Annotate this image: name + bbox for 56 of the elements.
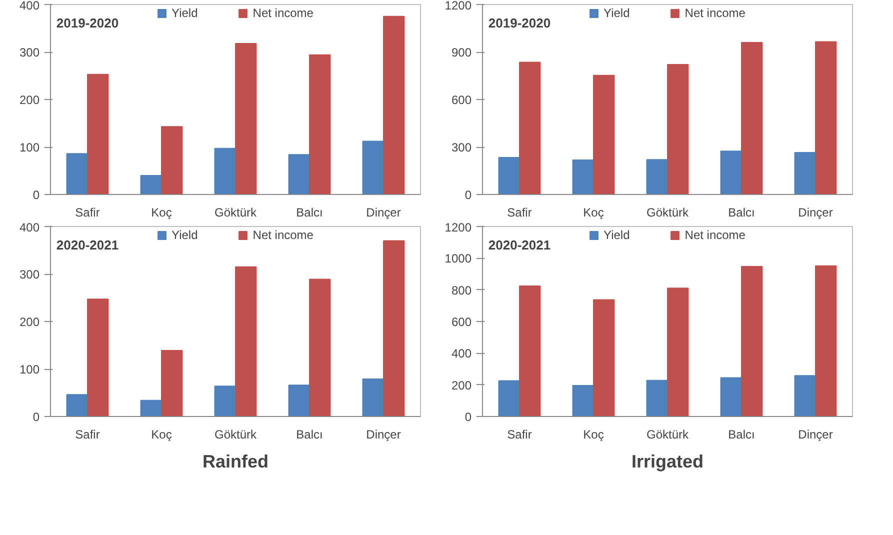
x-tick-label: Göktürk <box>214 428 258 442</box>
y-tick-label: 1200 <box>444 220 472 234</box>
x-tick-label: Dinçer <box>366 206 401 220</box>
legend-label: Yield <box>172 6 198 20</box>
text: 2020-2021 <box>56 237 119 252</box>
x-tick-label: Göktürk <box>646 428 690 442</box>
legend-label: Net income <box>684 228 746 242</box>
x-tick-label: Koç <box>151 428 172 442</box>
x-tick-label: Koç <box>583 206 604 220</box>
y-tick-label: 1200 <box>444 0 472 12</box>
y-tick-label: 400 <box>451 346 472 361</box>
x-tick-label: Balcı <box>728 428 755 442</box>
y-tick-label: 1000 <box>444 252 472 266</box>
legend-label: Yield <box>604 228 630 242</box>
y-tick-label: 300 <box>19 46 40 60</box>
y-tick-label: 0 <box>464 188 472 202</box>
y-tick-label: 0 <box>464 410 472 424</box>
y-tick-label: 800 <box>451 283 472 298</box>
x-tick-label: Safir <box>507 206 532 220</box>
y-tick-label: 900 <box>451 46 472 60</box>
text: 2020-2021 <box>488 237 551 252</box>
y-tick-label: 200 <box>451 378 472 392</box>
x-tick-label: Balcı <box>296 428 323 442</box>
x-tick-label: Koç <box>151 206 172 220</box>
legend-label: Net income <box>684 6 746 20</box>
legend-label: Yield <box>172 228 198 242</box>
y-tick-label: 0 <box>32 188 40 202</box>
y-tick-label: 100 <box>19 362 40 376</box>
text: 2019-2020 <box>56 15 119 30</box>
y-tick-label: 300 <box>19 268 40 282</box>
y-tick-label: 400 <box>19 220 40 234</box>
x-tick-label: Safir <box>507 428 532 442</box>
y-tick-label: 100 <box>19 140 40 154</box>
y-tick-label: 600 <box>451 93 472 107</box>
y-tick-label: 0 <box>32 410 40 424</box>
y-tick-label: 200 <box>19 93 40 107</box>
x-tick-label: Dinçer <box>798 206 833 220</box>
x-tick-label: Dinçer <box>366 428 401 442</box>
x-tick-label: Dinçer <box>798 428 833 442</box>
text: Rainfed <box>202 452 269 472</box>
y-tick-label: 200 <box>19 315 40 329</box>
legend-label: Net income <box>252 6 314 20</box>
text: Irrigated <box>631 452 704 472</box>
x-tick-label: Göktürk <box>214 206 258 220</box>
y-tick-label: 300 <box>451 140 472 154</box>
text: 2019-2020 <box>488 15 551 30</box>
x-tick-label: Balcı <box>296 206 323 220</box>
x-tick-label: Koç <box>583 428 604 442</box>
y-tick-label: 400 <box>19 0 40 12</box>
x-tick-label: Balcı <box>728 206 755 220</box>
x-tick-label: Safir <box>75 206 100 220</box>
y-tick-label: 600 <box>451 315 472 329</box>
x-tick-label: Göktürk <box>646 206 690 220</box>
legend-label: Net income <box>252 228 314 242</box>
legend-label: Yield <box>604 6 630 20</box>
x-tick-label: Safir <box>75 428 100 442</box>
